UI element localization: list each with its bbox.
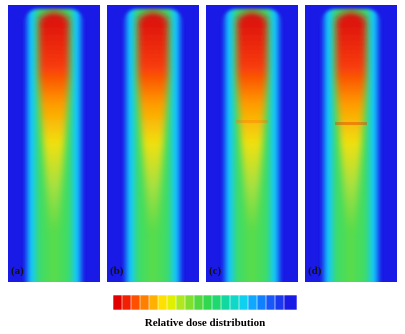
panel-a: (a) <box>8 5 100 299</box>
panel-b: (b) <box>107 5 199 299</box>
interface-line <box>335 122 367 125</box>
panel-d: (d) <box>305 5 397 299</box>
colorbar-label: Relative dose distribution <box>145 317 265 329</box>
colorbar <box>112 294 298 311</box>
panel-label: (d) <box>308 265 322 277</box>
interface-line <box>236 120 268 123</box>
panel-c: (c) <box>206 5 298 299</box>
panel-label: (b) <box>110 265 124 277</box>
panel-label: (a) <box>11 265 24 277</box>
panel-label: (c) <box>209 265 222 277</box>
